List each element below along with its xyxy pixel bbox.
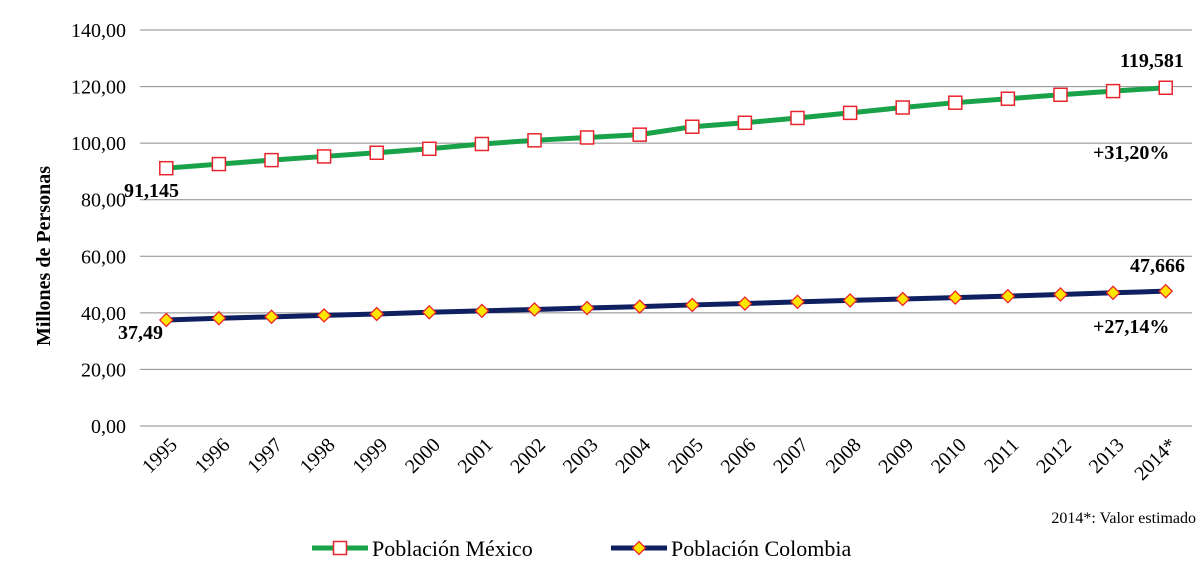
colombia-point	[579, 300, 595, 316]
mexico-point	[1158, 80, 1173, 96]
x-tick-label: 2009	[874, 434, 918, 478]
mexico-point	[316, 149, 332, 164]
colombia-line	[166, 288, 1166, 323]
x-axis-ticks: 1995 1996 1997 1998 1999 2000 2001 2002 2003 2004…	[138, 434, 1181, 485]
estimate-note: 2014*: Valor estimado	[1051, 510, 1196, 527]
x-tick-label: 1997	[243, 434, 287, 478]
mexico-point	[842, 105, 858, 121]
mexico-point	[948, 95, 963, 110]
y-tick-label: 20,00	[81, 359, 126, 381]
x-tick-label: 2006	[717, 434, 761, 478]
mexico-point	[1105, 83, 1121, 99]
colombia-start-label: 37,49	[118, 322, 163, 344]
colombia-point	[1053, 287, 1068, 302]
legend-marker	[631, 540, 647, 556]
mexico-point	[159, 160, 174, 176]
x-tick-label: 1998	[296, 434, 340, 478]
mexico-point	[527, 133, 542, 148]
mexico-point	[369, 145, 384, 161]
colombia-point	[369, 306, 385, 322]
x-tick-label: 1996	[191, 434, 235, 478]
x-tick-label: 2011	[980, 434, 1023, 477]
mexico-point	[264, 152, 279, 168]
colombia-point	[1105, 285, 1121, 301]
colombia-point	[684, 297, 700, 313]
mexico-point	[790, 110, 805, 126]
mexico-point	[1000, 91, 1016, 106]
gridlines	[140, 29, 1192, 427]
x-tick-label: 2003	[559, 434, 603, 478]
mexico-point	[895, 100, 910, 115]
legend-item-colombia: Población Colombia	[611, 536, 852, 561]
x-tick-label: 2002	[506, 434, 550, 478]
x-tick-label: 2014*	[1130, 434, 1181, 485]
x-tick-label: 2007	[769, 434, 813, 478]
mexico-point	[579, 130, 595, 145]
x-tick-label: 2008	[822, 434, 866, 478]
y-tick-label: 100,00	[71, 133, 126, 155]
y-axis-ticks: 0,00 20,00 40,00 60,00 80,00 100,00 120,00 140,…	[71, 20, 126, 438]
y-tick-label: 140,00	[71, 20, 126, 42]
colombia-point	[632, 299, 648, 315]
series-layer	[158, 80, 1174, 328]
legend-label: Población Colombia	[671, 536, 852, 561]
mexico-end-label: 119,581	[1120, 50, 1184, 72]
x-tick-label: 2005	[664, 434, 708, 478]
x-tick-label: 2000	[401, 434, 445, 478]
x-tick-label: 2010	[927, 434, 971, 478]
y-tick-label: 80,00	[81, 190, 126, 212]
legend-marker	[332, 540, 348, 556]
mexico-start-label: 91,145	[124, 180, 179, 202]
colombia-point	[737, 296, 753, 311]
mexico-point	[211, 156, 227, 172]
y-tick-label: 120,00	[71, 77, 126, 99]
legend: Población México Población Colombia	[312, 536, 852, 561]
mexico-point	[632, 127, 647, 142]
colombia-point	[421, 304, 437, 320]
colombia-point	[842, 292, 858, 308]
colombia-point	[158, 312, 174, 328]
mexico-point	[474, 136, 490, 152]
x-tick-label: 2004	[611, 434, 655, 478]
colombia-point	[474, 303, 490, 319]
colombia-point	[264, 309, 279, 325]
x-tick-label: 2012	[1032, 434, 1076, 478]
colombia-point	[895, 291, 911, 307]
x-tick-label: 2001	[454, 434, 498, 478]
y-tick-label: 40,00	[81, 303, 126, 325]
mexico-point	[422, 141, 437, 157]
colombia-point	[1158, 283, 1174, 299]
mexico-point	[685, 119, 700, 134]
colombia-point	[527, 302, 542, 317]
colombia-change-label: +27,14%	[1093, 316, 1169, 338]
colombia-series	[158, 283, 1174, 328]
y-tick-label: 60,00	[81, 246, 126, 268]
legend-item-mexico: Población México	[312, 536, 533, 561]
x-tick-label: 1999	[348, 434, 392, 478]
colombia-point	[790, 294, 805, 310]
x-tick-label: 2013	[1085, 434, 1129, 478]
colombia-point	[316, 307, 332, 323]
legend-label: Población México	[372, 536, 533, 561]
mexico-point	[1053, 87, 1068, 103]
colombia-point	[947, 290, 963, 306]
mexico-change-label: +31,20%	[1093, 142, 1169, 164]
colombia-point	[211, 310, 227, 326]
colombia-end-label: 47,666	[1130, 255, 1185, 277]
mexico-point	[737, 115, 753, 131]
y-tick-label: 0,00	[91, 416, 126, 438]
x-tick-label: 1995	[138, 434, 182, 478]
colombia-point	[1000, 288, 1016, 304]
mexico-series	[159, 80, 1173, 176]
y-axis-label: Millones de Personas	[33, 166, 55, 346]
mexico-line	[166, 85, 1166, 171]
